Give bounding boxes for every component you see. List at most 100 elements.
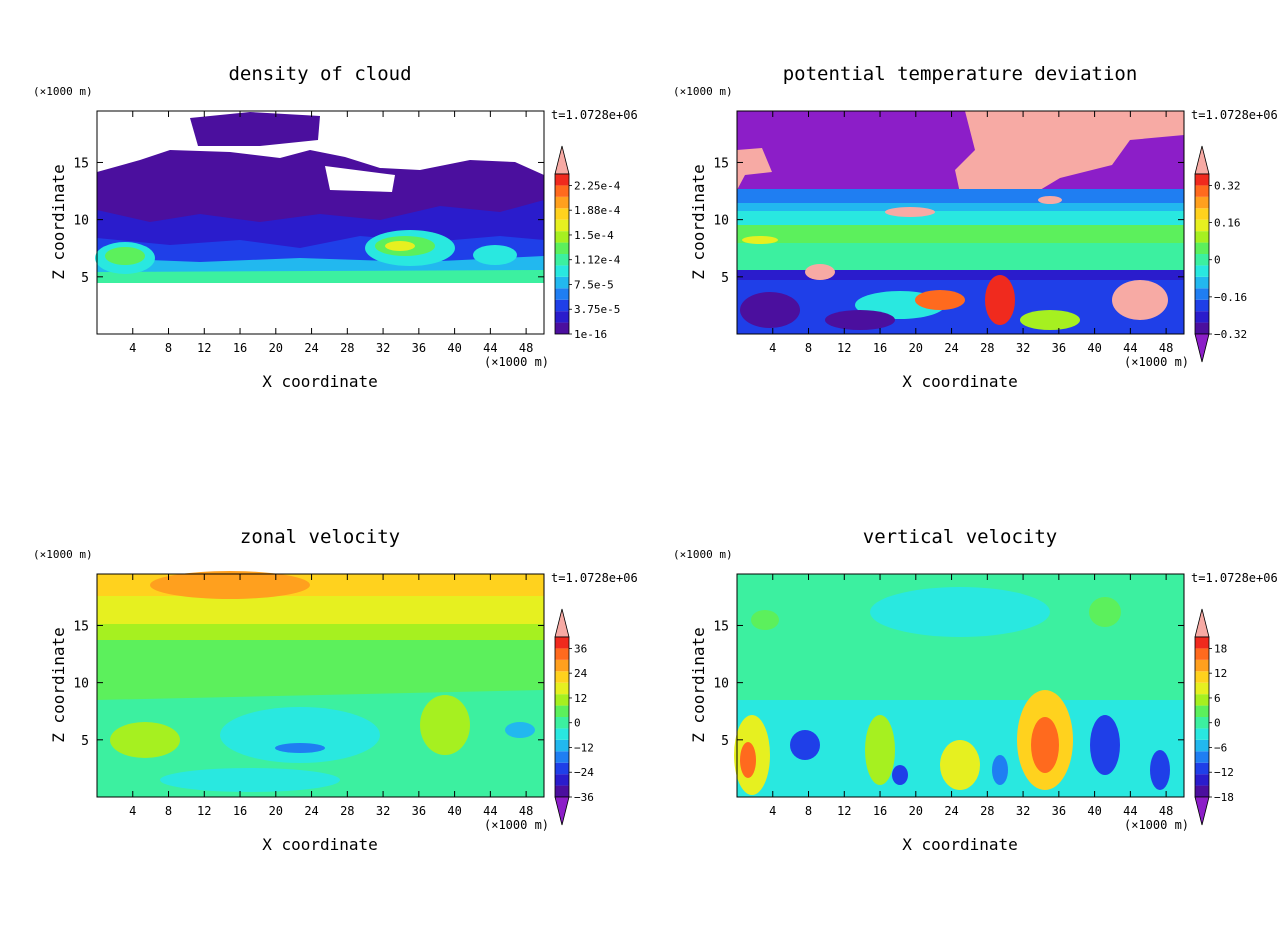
- y-tick-label: 10: [73, 214, 89, 229]
- colorbar-swatch: [555, 682, 569, 695]
- x-axis-label: X coordinate: [902, 372, 1018, 391]
- y-tick-label: 5: [721, 734, 729, 749]
- x-tick-label: 36: [1052, 341, 1066, 355]
- colorbar-swatch: [555, 751, 569, 763]
- x-tick-label: 36: [412, 804, 426, 818]
- y-axis-label: Z coordinate: [689, 627, 708, 743]
- contour-field: [734, 574, 1184, 797]
- plot-frame: [736, 573, 1185, 798]
- x-tick-label: 40: [1087, 804, 1101, 818]
- colorbar-label: −0.32: [1214, 328, 1247, 341]
- colorbar-swatch: [555, 174, 569, 186]
- colorbar: 2.25e-4 1.88e-4 1.5e-4 1.12e-4 7.5e-5 3.75e-5…: [554, 145, 621, 341]
- x-tick-label: 8: [805, 804, 812, 818]
- colorbar-swatch: [1195, 288, 1209, 300]
- x-tick-label: 24: [304, 341, 318, 355]
- colorbar-label: −0.16: [1214, 291, 1247, 304]
- x-tick-label: 8: [165, 804, 172, 818]
- time-label: t=1.0728e+06: [551, 108, 638, 122]
- contour-field: [95, 111, 544, 334]
- x-tick-labels: 4 8 12 16 20 24 28 32 36 40 44 48: [769, 111, 1173, 355]
- x-tick-label: 12: [837, 804, 851, 818]
- colorbar-swatch: [555, 728, 569, 740]
- y-unit-label: (×1000 m): [33, 85, 93, 98]
- colorbar-swatch: [1195, 311, 1209, 323]
- x-tick-label: 48: [1159, 804, 1173, 818]
- colorbar-label: −36: [574, 791, 594, 804]
- x-tick-label: 48: [519, 341, 533, 355]
- x-tick-labels: 4 8 12 16 20 24 28 32 36 40 44 48: [129, 574, 533, 818]
- colorbar-label: 12: [1214, 667, 1227, 680]
- x-tick-label: 32: [376, 804, 390, 818]
- colorbar-label: −18: [1214, 791, 1234, 804]
- x-tick-label: 12: [197, 341, 211, 355]
- colorbar-label: −24: [574, 766, 594, 779]
- colorbar-swatch: [555, 705, 569, 717]
- colorbar-swatch: [1195, 231, 1209, 243]
- colorbar-swatch: [1195, 299, 1209, 312]
- colorbar-upper-arrow: [1194, 145, 1210, 175]
- colorbar-label: −12: [574, 741, 594, 754]
- contour-field: [97, 571, 544, 797]
- colorbar-swatch: [555, 288, 569, 300]
- y-tick-label: 5: [81, 271, 89, 286]
- x-unit-label: (×1000 m): [484, 818, 549, 832]
- colorbar-label: 3.75e-5: [574, 303, 620, 316]
- x-tick-label: 20: [909, 804, 923, 818]
- colorbar-swatch: [555, 299, 569, 312]
- colorbar-swatch: [555, 322, 569, 334]
- x-tick-label: 16: [873, 804, 887, 818]
- y-tick-labels: 5 10 15: [73, 156, 544, 286]
- colorbar-label: 1.5e-4: [574, 229, 614, 242]
- colorbar-lower-arrow: [554, 796, 570, 826]
- colorbar-swatch: [555, 196, 569, 209]
- colorbar-swatch: [555, 739, 569, 752]
- x-tick-label: 40: [447, 341, 461, 355]
- x-tick-label: 4: [129, 804, 136, 818]
- x-tick-label: 44: [483, 341, 497, 355]
- x-tick-label: 16: [233, 804, 247, 818]
- y-axis-label: Z coordinate: [49, 164, 68, 280]
- y-tick-labels: 5 10 15: [713, 619, 1184, 749]
- x-tick-label: 20: [269, 341, 283, 355]
- colorbar-swatch: [1195, 174, 1209, 186]
- x-tick-label: 28: [340, 341, 354, 355]
- x-axis-label: X coordinate: [902, 835, 1018, 854]
- colorbar-swatch: [555, 242, 569, 254]
- x-tick-label: 4: [769, 341, 776, 355]
- colorbar-swatch: [555, 717, 569, 729]
- x-tick-label: 8: [805, 341, 812, 355]
- panel-potential-temperature-deviation: potential temperature deviation (×1000 m…: [673, 63, 1278, 391]
- x-unit-label: (×1000 m): [484, 355, 549, 369]
- colorbar-label: 1e-16: [574, 328, 607, 341]
- colorbar-swatch: [1195, 242, 1209, 254]
- x-tick-label: 28: [980, 341, 994, 355]
- panel-title: vertical velocity: [863, 526, 1057, 548]
- colorbar-upper-arrow: [1194, 608, 1210, 638]
- colorbar-swatch: [1195, 276, 1209, 289]
- colorbar-swatch: [1195, 694, 1209, 706]
- colorbar-swatch: [555, 231, 569, 243]
- x-tick-labels: 4 8 12 16 20 24 28 32 36 40 44 48: [129, 111, 533, 355]
- colorbar-label: 7.5e-5: [574, 278, 614, 291]
- colorbar-swatch: [555, 276, 569, 289]
- y-tick-labels: 5 10 15: [713, 156, 1184, 286]
- y-tick-label: 10: [713, 677, 729, 692]
- colorbar-swatch: [1195, 265, 1209, 277]
- colorbar-label: 1.12e-4: [574, 254, 621, 267]
- colorbar-swatch: [555, 265, 569, 277]
- plot-frame: [736, 110, 1185, 335]
- colorbar-swatch: [555, 648, 569, 660]
- colorbar-swatch: [1195, 648, 1209, 660]
- colorbar-swatch: [555, 311, 569, 323]
- colorbar-swatch: [555, 219, 569, 232]
- y-axis-label: Z coordinate: [689, 164, 708, 280]
- x-tick-label: 16: [873, 341, 887, 355]
- plot-frame: [96, 110, 545, 335]
- x-tick-label: 44: [1123, 341, 1137, 355]
- x-tick-label: 20: [909, 341, 923, 355]
- panel-title: potential temperature deviation: [783, 63, 1138, 85]
- colorbar-label: 6: [1214, 692, 1221, 705]
- colorbar-swatch: [1195, 322, 1209, 334]
